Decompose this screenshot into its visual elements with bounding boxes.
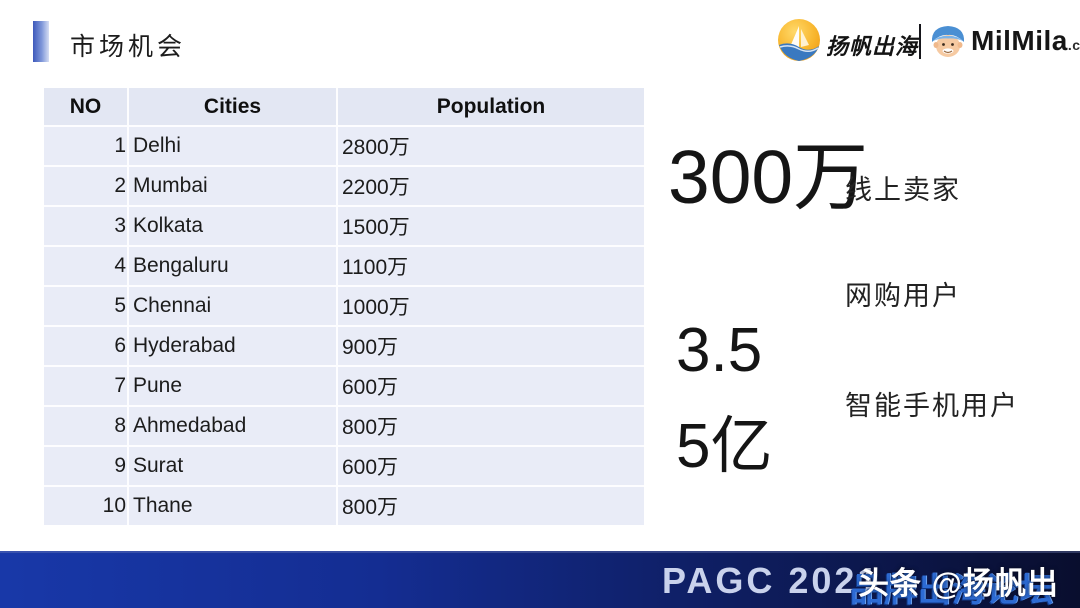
stat-online-sellers-label: 线上卖家 [845, 175, 961, 206]
cell-no: 1 [44, 127, 129, 165]
cities-population-table: NO Cities Population 1 Delhi 2800万 2 Mumbai 2… [44, 88, 644, 525]
cell-city: Chennai [129, 287, 338, 325]
cell-no: 5 [44, 287, 129, 325]
cell-population: 900万 [342, 336, 399, 359]
table-row: 7 Pune 600万 [44, 365, 644, 405]
footer-event-name: PAGC 2021 [662, 560, 881, 601]
milmila-mascot-icon [931, 26, 965, 57]
cell-no: 8 [44, 407, 129, 445]
stat-online-shoppers-value: 3.5 [676, 316, 763, 385]
cell-no: 3 [44, 207, 129, 245]
cell-population: 1100万 [342, 256, 409, 279]
milmila-domain-suffix: .com [1067, 37, 1080, 53]
table-row: 3 Kolkata 1500万 [44, 205, 644, 245]
stat-online-shoppers-label: 网购用户 [845, 281, 961, 312]
table-body: 1 Delhi 2800万 2 Mumbai 2200万 3 Kolkata 1500万 4 Ben… [44, 125, 644, 525]
footer-watermark: 头条 @扬帆出海 [858, 566, 1059, 601]
yangfan-sailboat-icon [778, 19, 820, 61]
cell-city: Pune [129, 367, 338, 405]
stat-online-sellers-value: 300万 [668, 135, 869, 219]
cell-city: Kolkata [129, 207, 338, 245]
column-header-population: Population [436, 94, 546, 118]
cell-city: Mumbai [129, 167, 338, 205]
table-row: 6 Hyderabad 900万 [44, 325, 644, 365]
table-row: 10 Thane 800万 [44, 485, 644, 525]
table-header-row: NO Cities Population [44, 88, 644, 125]
cell-population: 2200万 [342, 176, 410, 199]
brand-divider [919, 24, 921, 59]
page-title: 市场机会 [70, 32, 187, 61]
column-header-no: NO [44, 88, 129, 125]
table-row: 4 Bengaluru 1100万 [44, 245, 644, 285]
column-header-cities: Cities [129, 88, 338, 125]
stat-smartphone-users-label: 智能手机用户 [845, 391, 1019, 422]
cell-city: Thane [129, 487, 338, 525]
cell-city: Surat [129, 447, 338, 485]
milmila-brand-text: MilMila.com [971, 25, 1080, 57]
footer-bar [0, 551, 1080, 608]
table-row: 8 Ahmedabad 800万 [44, 405, 644, 445]
table-row: 9 Surat 600万 [44, 445, 644, 485]
footer-event-subtitle: 品牌出海论坛 [850, 571, 1054, 608]
cell-population: 1500万 [342, 216, 410, 239]
stat-smartphone-users-value: 5亿 [676, 412, 773, 481]
cell-no: 7 [44, 367, 129, 405]
table-row: 2 Mumbai 2200万 [44, 165, 644, 205]
milmila-wordmark: MilMila [971, 25, 1068, 56]
table-row: 5 Chennai 1000万 [44, 285, 644, 325]
table-row: 1 Delhi 2800万 [44, 125, 644, 165]
cell-population: 2800万 [342, 136, 410, 159]
cell-population: 600万 [342, 456, 399, 479]
title-accent-bar [33, 21, 49, 62]
yangfan-brand-text: 扬帆出海 [826, 34, 919, 59]
cell-city: Hyderabad [129, 327, 338, 365]
cell-no: 10 [44, 487, 129, 525]
cell-no: 9 [44, 447, 129, 485]
cell-no: 6 [44, 327, 129, 365]
cell-city: Delhi [129, 127, 338, 165]
cell-city: Bengaluru [129, 247, 338, 285]
cell-city: Ahmedabad [129, 407, 338, 445]
cell-population: 800万 [342, 416, 399, 439]
cell-population: 1000万 [342, 296, 410, 319]
cell-no: 4 [44, 247, 129, 285]
cell-no: 2 [44, 167, 129, 205]
cell-population: 600万 [342, 376, 399, 399]
cell-population: 800万 [342, 496, 399, 519]
